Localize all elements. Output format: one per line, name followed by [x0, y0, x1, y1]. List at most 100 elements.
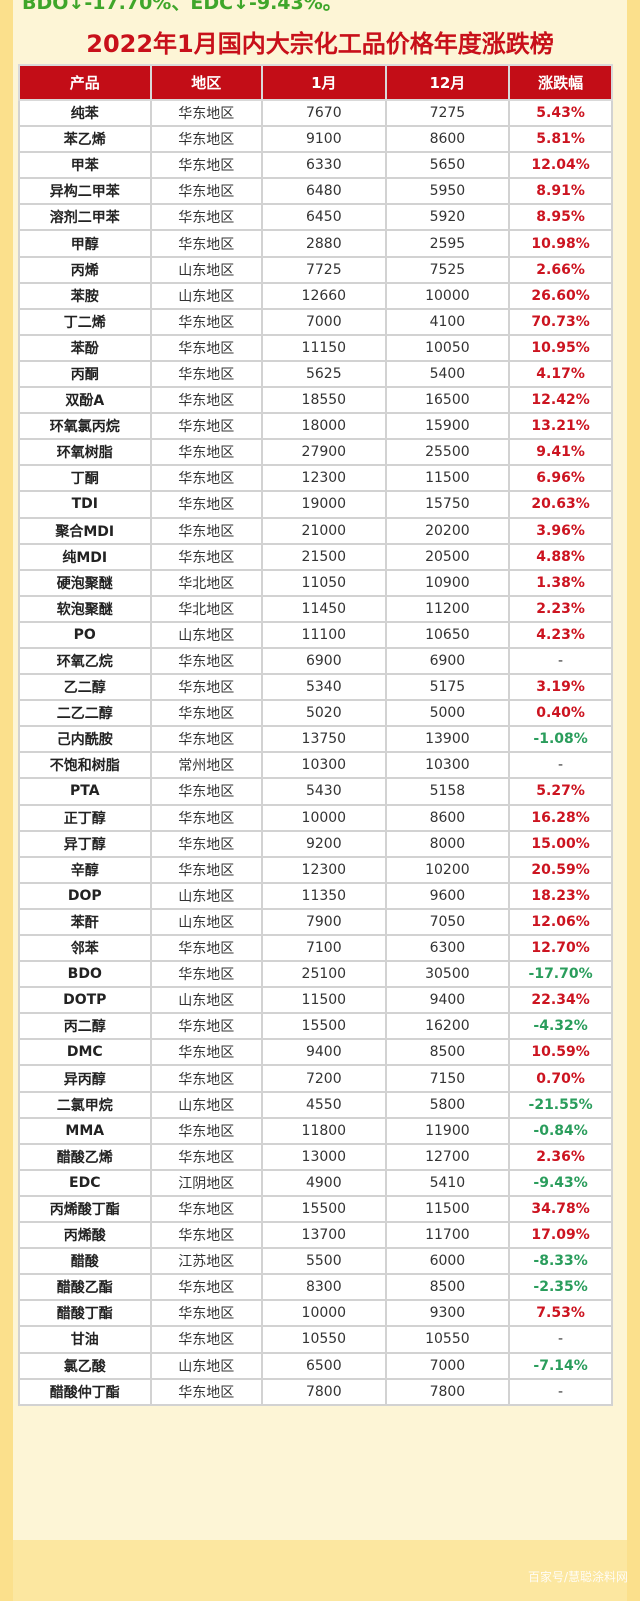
- header-jan: 1月: [261, 64, 387, 101]
- cell-region: 华北地区: [149, 568, 264, 597]
- cell-region: 华东地区: [149, 1325, 264, 1354]
- cell-change: 5.43%: [508, 98, 613, 128]
- cell-jan-price: 11500: [261, 986, 387, 1015]
- cell-jan-price: 6500: [261, 1351, 387, 1380]
- table-row: MMA 华东地区 11800 11900 -0.84%: [18, 1116, 613, 1145]
- table-row: 丁酮 华东地区 12300 11500 6.96%: [18, 464, 613, 493]
- cell-dec-price: 11900: [384, 1116, 511, 1145]
- cell-product: 甲醇: [18, 229, 152, 258]
- cell-product: PO: [18, 620, 152, 649]
- price-table: 产品 地区 1月 12月 涨跌幅 纯苯 华东地区 7670 7275 5.43% 苯乙烯华…: [18, 64, 613, 1406]
- table-row: DMC 华东地区 9400 8500 10.59%: [18, 1038, 613, 1067]
- cell-product: 苯酐: [18, 907, 152, 937]
- cell-change: -: [508, 751, 613, 780]
- cell-product: 氯乙酸: [18, 1351, 152, 1380]
- cell-dec-price: 9400: [384, 986, 511, 1015]
- cell-change: -8.33%: [508, 1247, 613, 1276]
- table-row: 苯乙烯 华东地区 9100 8600 5.81%: [18, 125, 613, 154]
- cell-product: 醋酸乙酯: [18, 1273, 152, 1302]
- cell-product: 环氧氯丙烷: [18, 412, 152, 441]
- cell-change: -1.08%: [508, 725, 613, 754]
- cell-change: 6.96%: [508, 464, 613, 493]
- cell-region: 山东地区: [149, 1351, 264, 1380]
- cell-dec-price: 7275: [384, 98, 511, 128]
- cell-dec-price: 11500: [384, 464, 511, 493]
- cell-change: -9.43%: [508, 1168, 613, 1197]
- cell-jan-price: 9200: [261, 829, 387, 858]
- cell-region: 华东地区: [149, 151, 264, 180]
- cell-change: 5.27%: [508, 777, 613, 806]
- cell-jan-price: 9100: [261, 125, 387, 154]
- table-row: 苯胺 山东地区 12660 10000 26.60%: [18, 281, 613, 310]
- cell-change: -0.84%: [508, 1116, 613, 1145]
- cell-region: 华东地区: [149, 438, 264, 467]
- cell-product: MMA: [18, 1116, 152, 1145]
- cell-region: 华东地区: [149, 699, 264, 728]
- cell-region: 华东地区: [149, 1116, 264, 1145]
- table-row: 苯酐 山东地区 7900 7050 12.06%: [18, 907, 613, 937]
- table-row: 纯苯 华东地区 7670 7275 5.43%: [18, 98, 613, 128]
- cell-dec-price: 15900: [384, 412, 511, 441]
- cell-region: 华东地区: [149, 646, 264, 676]
- cell-region: 华东地区: [149, 203, 264, 232]
- cell-jan-price: 27900: [261, 438, 387, 467]
- cell-jan-price: 7670: [261, 98, 387, 128]
- cell-change: 13.21%: [508, 412, 613, 441]
- table-row: 环氧乙烷 华东地区 6900 6900-: [18, 646, 613, 676]
- cell-dec-price: 8000: [384, 829, 511, 858]
- cell-product: 苯酚: [18, 333, 152, 362]
- cell-jan-price: 15500: [261, 1012, 387, 1041]
- cell-region: 山东地区: [149, 620, 264, 649]
- cell-change: 4.17%: [508, 359, 613, 389]
- cell-region: 华东地区: [149, 542, 264, 571]
- table-row: 纯MDI 华东地区 21500 20500 4.88%: [18, 542, 613, 571]
- cell-change: 18.23%: [508, 881, 613, 910]
- cell-product: 硬泡聚醚: [18, 568, 152, 597]
- table-row: 异丁醇 华东地区 9200 8000 15.00%: [18, 829, 613, 858]
- header-product: 产品: [18, 64, 152, 101]
- cell-change: 3.96%: [508, 516, 613, 545]
- table-row: 苯酚 华东地区 11150 10050 10.95%: [18, 333, 613, 362]
- cell-region: 华东地区: [149, 673, 264, 702]
- cell-change: 7.53%: [508, 1299, 613, 1328]
- cell-product: 异丙醇: [18, 1064, 152, 1093]
- table-row: DOTP 山东地区 11500 9400 22.34%: [18, 986, 613, 1015]
- cell-change: 9.41%: [508, 438, 613, 467]
- table-row: 醋酸丁酯 华东地区 10000 9300 7.53%: [18, 1299, 613, 1328]
- cell-jan-price: 13700: [261, 1221, 387, 1250]
- cell-region: 华东地区: [149, 333, 264, 362]
- cell-jan-price: 18550: [261, 386, 387, 415]
- cell-jan-price: 10300: [261, 751, 387, 780]
- cell-product: DOP: [18, 881, 152, 910]
- cell-region: 华东地区: [149, 1221, 264, 1250]
- cell-dec-price: 11700: [384, 1221, 511, 1250]
- header-change: 涨跌幅: [508, 64, 613, 101]
- cell-dec-price: 7800: [384, 1377, 511, 1406]
- cell-region: 华东地区: [149, 777, 264, 806]
- cell-region: 华东地区: [149, 359, 264, 389]
- cell-dec-price: 8500: [384, 1273, 511, 1302]
- table-row: 己内酰胺 华东地区 13750 13900 -1.08%: [18, 725, 613, 754]
- table-row: 甲苯 华东地区 6330 5650 12.04%: [18, 151, 613, 180]
- cell-product: PTA: [18, 777, 152, 806]
- cell-dec-price: 10000: [384, 281, 511, 310]
- cell-jan-price: 10000: [261, 803, 387, 832]
- cell-product: 丙二醇: [18, 1012, 152, 1041]
- cell-change: 12.70%: [508, 933, 613, 963]
- cell-jan-price: 11050: [261, 568, 387, 597]
- cell-change: 8.95%: [508, 203, 613, 232]
- cell-product: 异丁醇: [18, 829, 152, 858]
- table-row: TDI 华东地区 19000 15750 20.63%: [18, 490, 613, 519]
- table-row: 醋酸 江苏地区 5500 6000 -8.33%: [18, 1247, 613, 1276]
- cell-region: 江苏地区: [149, 1247, 264, 1276]
- cell-change: 34.78%: [508, 1194, 613, 1224]
- cell-product: TDI: [18, 490, 152, 519]
- cell-product: 甘油: [18, 1325, 152, 1354]
- table-row: 邻苯 华东地区 7100 6300 12.70%: [18, 933, 613, 963]
- cell-jan-price: 6480: [261, 177, 387, 206]
- cell-dec-price: 5920: [384, 203, 511, 232]
- page-title: 2022年1月国内大宗化工品价格年度涨跌榜: [86, 30, 554, 58]
- cell-jan-price: 13000: [261, 1142, 387, 1171]
- cell-change: 70.73%: [508, 307, 613, 336]
- table-row: 丙酮 华东地区 5625 5400 4.17%: [18, 359, 613, 389]
